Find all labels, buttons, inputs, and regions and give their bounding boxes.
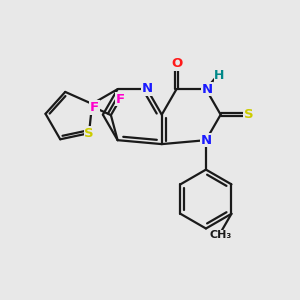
Text: H: H — [214, 70, 224, 83]
Text: S: S — [244, 108, 254, 121]
Text: F: F — [90, 101, 99, 114]
Text: S: S — [84, 127, 94, 140]
Text: N: N — [201, 83, 212, 96]
Text: N: N — [142, 82, 153, 95]
Text: N: N — [200, 134, 211, 147]
Text: CH₃: CH₃ — [210, 230, 232, 240]
Text: O: O — [171, 57, 182, 70]
Text: F: F — [116, 93, 124, 106]
